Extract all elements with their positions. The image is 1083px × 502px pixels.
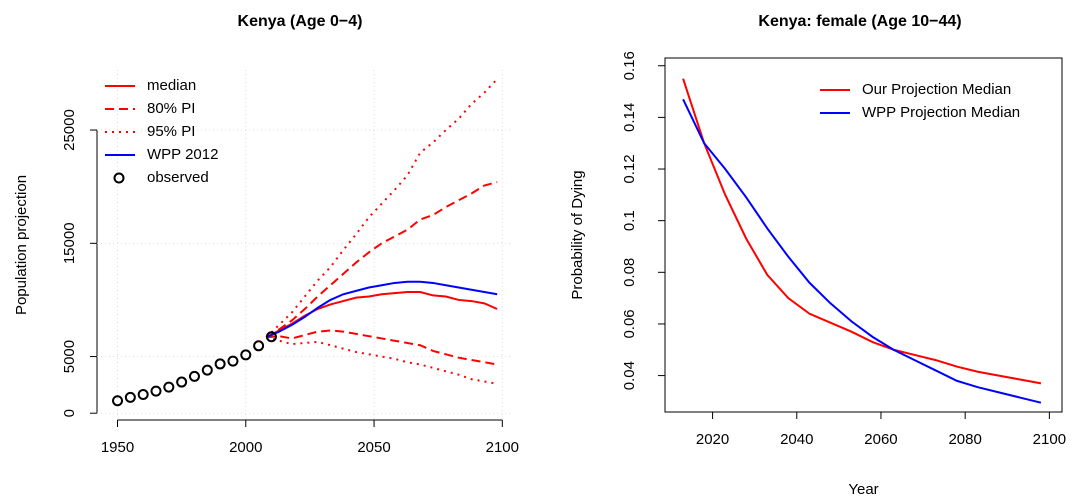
- legend-label: 80% PI: [147, 100, 195, 117]
- chart-title: Kenya (Age 0−4): [238, 13, 363, 30]
- x-tick-label: 2020: [696, 431, 729, 448]
- x-tick-label: 2100: [1033, 431, 1066, 448]
- observed-point: [188, 370, 200, 382]
- y-tick-label: 0.16: [621, 51, 638, 80]
- x-tick-label: 2080: [948, 431, 981, 448]
- x-tick-label: 2100: [486, 439, 519, 456]
- legend-label: Our Projection Median: [862, 81, 1011, 98]
- observed-point: [150, 385, 162, 397]
- observed-point: [240, 349, 252, 361]
- series-line: [265, 78, 498, 339]
- y-tick-label: 0.14: [621, 103, 638, 132]
- series-line: [265, 280, 498, 339]
- legend-label: median: [147, 77, 196, 94]
- legend-label: WPP Projection Median: [862, 104, 1020, 121]
- observed-point: [253, 340, 265, 352]
- y-tick-label: 5000: [61, 340, 78, 373]
- series-line: [682, 98, 1042, 404]
- x-axis-label: Year: [848, 481, 878, 498]
- y-tick-label: 15000: [61, 222, 78, 264]
- y-tick-label: 0.06: [621, 309, 638, 338]
- series-line: [266, 329, 498, 366]
- legend-symbol: [113, 172, 125, 184]
- series-line: [266, 336, 498, 385]
- observed-point: [163, 381, 175, 393]
- legend-label: observed: [147, 169, 209, 186]
- series-line: [265, 291, 498, 339]
- observed-point: [265, 331, 277, 343]
- y-tick-label: 0.04: [621, 361, 638, 390]
- observed-point: [176, 376, 188, 388]
- x-tick-label: 2050: [357, 439, 390, 456]
- series-line: [265, 181, 498, 339]
- series-line: [682, 78, 1042, 385]
- y-tick-label: 0.1: [621, 210, 638, 231]
- y-axis-label: Probability of Dying: [569, 170, 586, 299]
- observed-point: [112, 395, 124, 407]
- observed-point: [124, 391, 136, 403]
- y-tick-label: 0.08: [621, 258, 638, 287]
- y-axis-label: Population projection: [13, 175, 30, 315]
- x-tick-label: 2000: [229, 439, 262, 456]
- observed-point: [201, 364, 213, 376]
- y-tick-label: 0.12: [621, 154, 638, 183]
- y-tick-label: 0: [61, 409, 78, 417]
- legend-label: WPP 2012: [147, 146, 218, 163]
- x-tick-label: 1950: [101, 439, 134, 456]
- x-tick-label: 2060: [864, 431, 897, 448]
- observed-point: [227, 355, 239, 367]
- legend-label: 95% PI: [147, 123, 195, 140]
- chart-title: Kenya: female (Age 10−44): [758, 13, 961, 30]
- observed-point: [137, 389, 149, 401]
- x-tick-label: 2040: [780, 431, 813, 448]
- y-tick-label: 25000: [61, 109, 78, 151]
- observed-point: [214, 358, 226, 370]
